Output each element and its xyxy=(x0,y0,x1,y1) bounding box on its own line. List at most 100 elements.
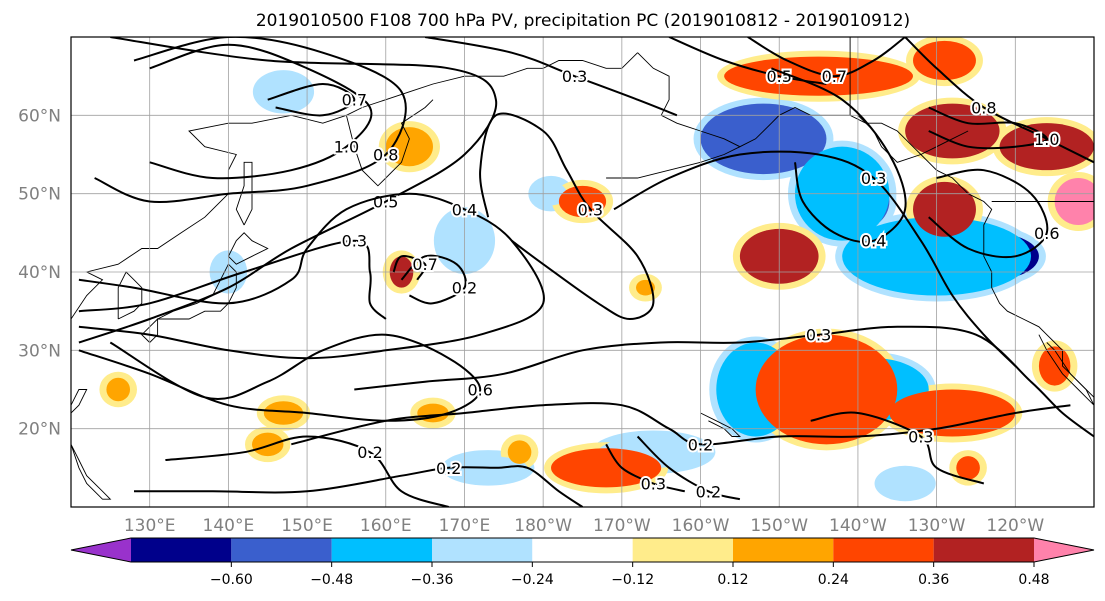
lon-label-10: 130°W xyxy=(908,516,966,536)
pv-contour-9 xyxy=(479,112,655,321)
colorbar-tick-label-5: 0.12 xyxy=(717,572,748,588)
lat-label-2: 40°N xyxy=(18,263,61,283)
coastline-9 xyxy=(637,52,1094,398)
pv-contour-12 xyxy=(747,37,906,78)
precip-blob-15 xyxy=(881,471,929,496)
pv-contour-7 xyxy=(400,254,467,305)
colorbar-tick-label-4: −0.12 xyxy=(611,572,654,588)
lon-label-4: 170°E xyxy=(439,516,491,536)
precip-blob-10 xyxy=(259,76,308,108)
contour-label-18: 0.3 xyxy=(806,326,831,345)
lat-label-1: 50°N xyxy=(18,185,61,205)
lon-label-1: 140°E xyxy=(203,516,255,536)
colorbar-swatch-7 xyxy=(733,538,834,562)
contour-label-23: 0.3 xyxy=(641,475,666,494)
colorbar-tick-label-1: −0.48 xyxy=(310,572,353,588)
contour-label-20: 0.3 xyxy=(908,428,933,447)
pv-contour-17 xyxy=(928,168,1049,259)
contour-label-22: 0.2 xyxy=(436,459,461,478)
pv-contour-19 xyxy=(291,402,1071,446)
lon-label-6: 170°W xyxy=(593,516,651,536)
contour-label-19: 0.2 xyxy=(688,435,713,454)
pv-contour-10 xyxy=(424,37,678,117)
colorbar-tick-label-7: 0.36 xyxy=(918,572,949,588)
colorbar-tick-labels: −0.60 −0.48 −0.36 −0.24 −0.12 0.12 0.24 0.36 0.4… xyxy=(210,562,1050,588)
precip-blob-24 xyxy=(913,181,976,237)
contour-label-7: 0.2 xyxy=(452,279,477,298)
colorbar-swatch-10 xyxy=(1034,538,1094,562)
pv-contour-3 xyxy=(78,37,498,344)
colorbar-swatch-8 xyxy=(833,538,934,562)
coastline-5 xyxy=(117,271,143,320)
contour-label-16: 1.0 xyxy=(1034,130,1059,149)
lon-label-7: 160°W xyxy=(672,516,730,536)
colorbar-swatch-4 xyxy=(432,538,533,562)
colorbar-swatch-3 xyxy=(331,538,432,562)
precip-blob-35 xyxy=(251,432,284,457)
pv-contour-16 xyxy=(928,106,1048,150)
lat-label-0: 60°N xyxy=(18,106,61,126)
precip-blob-22 xyxy=(889,389,1016,437)
contour-label-6: 0.3 xyxy=(342,232,367,251)
contour-label-11: 0.5 xyxy=(767,67,792,86)
contour-label-1: 0.8 xyxy=(373,146,398,165)
precip-blob-38 xyxy=(956,456,980,480)
lat-label-4: 20°N xyxy=(18,420,61,440)
colorbar-tick-label-6: 0.24 xyxy=(818,572,849,588)
lon-label-3: 160°E xyxy=(360,516,412,536)
pv-contour-2 xyxy=(267,82,356,117)
pv-contour-20 xyxy=(810,411,985,485)
lon-label-8: 150°W xyxy=(750,516,808,536)
colorbar-swatch-9 xyxy=(933,538,1034,562)
precip-blob-34 xyxy=(263,401,304,425)
contour-label-21: 0.2 xyxy=(357,443,382,462)
contour-label-4: 0.6 xyxy=(467,381,492,400)
pv-contour-18 xyxy=(354,325,1094,438)
coastline-3 xyxy=(227,232,269,265)
contour-label-0: 1.0 xyxy=(334,138,359,157)
coastline-0 xyxy=(71,52,638,320)
pv-contour-22 xyxy=(134,465,584,507)
pv-contour-8 xyxy=(392,255,427,281)
colorbar-outline xyxy=(70,537,1095,563)
coastline-2 xyxy=(157,263,237,320)
precip-blob-37 xyxy=(507,440,532,464)
pv-contours: 1.0 0.80.70.50.60.40.30.20.70.30.3 0.5 0.70… xyxy=(78,37,1094,507)
contour-label-15: 0.8 xyxy=(971,99,996,118)
pv-contour-23 xyxy=(605,443,686,493)
pv-contour-5 xyxy=(78,192,545,360)
colorbar-tick-label-0: −0.60 xyxy=(210,572,253,588)
contour-label-9: 0.3 xyxy=(578,200,603,219)
contour-label-24: 0.2 xyxy=(696,482,721,501)
precip-blob-18 xyxy=(905,103,1000,159)
contour-label-8: 0.7 xyxy=(412,255,437,274)
contour-label-14: 0.3 xyxy=(861,169,886,188)
contour-label-2: 0.7 xyxy=(342,91,367,110)
latitude-labels: 60°N 50°N 40°N 30°N 20°N xyxy=(18,106,61,439)
precip-blob-26 xyxy=(999,123,1094,171)
pv-contour-15 xyxy=(904,37,1094,164)
contour-label-10: 0.3 xyxy=(562,67,587,86)
colorbar xyxy=(70,537,1095,563)
pv-contour-21 xyxy=(165,435,450,507)
precip-blob-32 xyxy=(551,448,662,488)
colorbar-swatch-2 xyxy=(231,538,332,562)
coastline-7 xyxy=(71,389,88,414)
colorbar-tick-label-8: 0.48 xyxy=(1018,572,1049,588)
coastline-8 xyxy=(71,444,112,500)
precip-blob-23 xyxy=(755,334,898,445)
colorbar-swatch-0 xyxy=(71,538,131,562)
map-frame xyxy=(70,36,1095,508)
colorbar-swatch-1 xyxy=(131,538,232,562)
colorbar-tick-label-2: −0.36 xyxy=(411,572,454,588)
precip-blob-33 xyxy=(106,377,131,402)
map-title: 2019010500 F108 700 hPa PV, precipitatio… xyxy=(256,11,910,31)
pv-contour-0 xyxy=(149,43,373,180)
contour-label-13: 0.4 xyxy=(861,232,886,251)
precip-blob-28 xyxy=(913,40,976,81)
coastline-13 xyxy=(857,114,969,163)
contour-label-5: 0.4 xyxy=(452,200,477,219)
contour-label-17: 0.6 xyxy=(1034,224,1059,243)
lon-label-0: 130°E xyxy=(124,516,176,536)
